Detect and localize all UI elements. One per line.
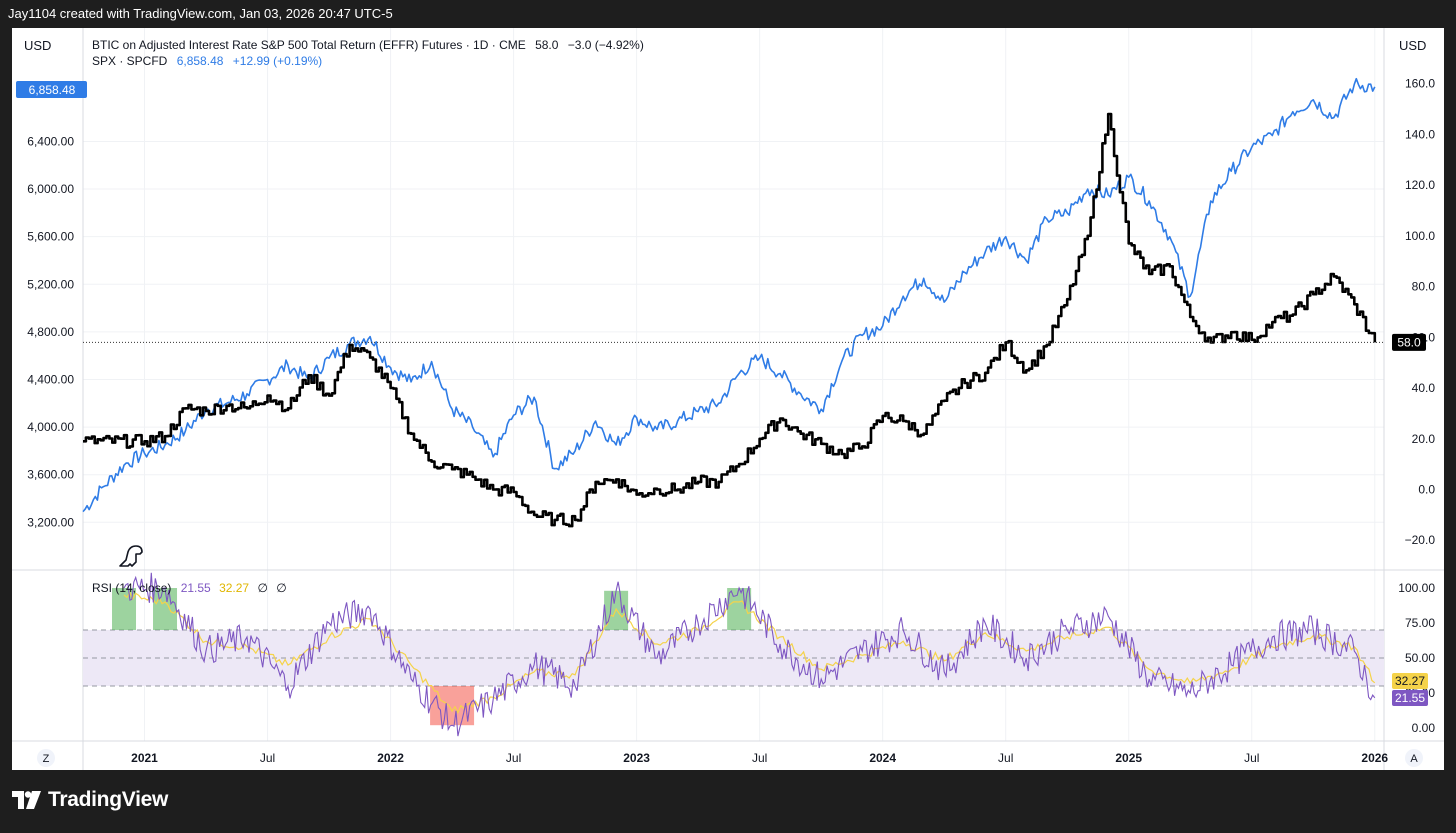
x-tick-label: 2026 [1361,751,1388,765]
right-tick-label: 100.0 [1405,229,1435,243]
x-tick-label: 2025 [1115,751,1142,765]
attribution-bar: Jay1104 created with TradingView.com, Ja… [0,0,1456,28]
rsi-overbought-fill [153,588,178,630]
x-tick-label: Jul [260,751,275,765]
rsi-tick-label: 75.00 [1405,616,1435,630]
left-tick-label: 5,200.00 [27,277,74,291]
legend-spx[interactable]: SPX · SPCFD 6,858.48 +12.99 (+0.19%) [92,54,322,68]
legend-main[interactable]: BTIC on Adjusted Interest Rate S&P 500 T… [92,38,644,52]
right-tick-label: 0.0 [1418,483,1435,497]
grid-lines [83,28,1384,741]
dino-icon[interactable] [119,545,143,567]
right-tick-label: 120.0 [1405,178,1435,192]
x-tick-label: 2021 [131,751,158,765]
rsi-overbought-fill [727,588,752,630]
legend-spx-value: 6,858.48 [177,54,224,68]
rsi-last-label: 21.55 [1395,691,1425,705]
auto-scale-time-button[interactable]: Z [37,749,55,767]
attribution-text: Jay1104 created with TradingView.com, Ja… [8,6,393,21]
right-tick-label: 40.0 [1412,381,1436,395]
tradingview-logo-icon [12,791,41,809]
x-tick-label: Jul [998,751,1013,765]
rsi-legend-sym1: ∅ [257,581,267,595]
left-tick-label: 4,000.00 [27,420,74,434]
rsi-ma-last-badge: 32.27 [1392,673,1428,689]
x-tick-label: Jul [506,751,521,765]
rsi-legend-sym2: ∅ [276,581,286,595]
legend-spx-change: +12.99 (+0.19%) [233,54,322,68]
rsi-ma-last-label: 32.27 [1395,674,1425,688]
btic-last-badge: 58.0 [1392,333,1426,351]
rsi-tick-label: 100.00 [1398,581,1435,595]
rsi-ma-line [123,591,1376,715]
rsi-legend-value: 21.55 [181,581,211,595]
btic-last-label: 58.0 [1397,335,1421,349]
x-tick-label: 2022 [377,751,404,765]
spx-line [82,77,1376,513]
left-tick-label: 5,600.00 [27,230,74,244]
btic-line [83,112,1377,528]
chart-canvas[interactable]: 2021 Jul 2022 Jul 2023 Jul 2024 Jul 2025 Jul 2026 3… [12,28,1444,770]
right-tick-label: 140.0 [1405,127,1435,141]
left-tick-label: 6,400.00 [27,134,74,148]
right-tick-label: 160.0 [1405,77,1435,91]
rsi-line [123,572,1376,737]
right-currency-label[interactable]: USD [1399,38,1426,53]
legend-main-value: 58.0 [535,38,559,52]
legend-spx-title: SPX · SPCFD [92,54,168,68]
x-tick-label: Jul [1244,751,1259,765]
rsi-tick-label: 50.00 [1405,651,1435,665]
right-tick-label: −20.0 [1405,533,1436,547]
tradingview-logo[interactable]: TradingView [12,788,168,812]
rsi-tick-label: 0.00 [1412,721,1436,735]
spx-last-badge: 6,858.48 [16,81,87,98]
left-tick-label: 6,000.00 [27,182,74,196]
left-tick-label: 4,400.00 [27,372,74,386]
x-tick-label: 2023 [623,751,650,765]
corner-left-label: Z [43,753,50,765]
left-tick-label: 3,200.00 [27,515,74,529]
rsi-legend[interactable]: RSI (14, close) 21.55 32.27 ∅ ∅ [92,581,287,595]
legend-main-title: BTIC on Adjusted Interest Rate S&P 500 T… [92,38,526,52]
chart-area[interactable]: 2021 Jul 2022 Jul 2023 Jul 2024 Jul 2025 Jul 2026 3… [12,28,1444,770]
footer: TradingView [0,770,1456,833]
x-tick-label: 2024 [869,751,896,765]
right-tick-label: 20.0 [1412,432,1436,446]
axis-labels: 2021 Jul 2022 Jul 2023 Jul 2024 Jul 2025 Jul 2026 3… [27,77,1435,765]
rsi-last-badge: 21.55 [1392,690,1428,706]
right-tick-label: 80.0 [1412,280,1436,294]
spx-last-label: 6,858.48 [29,83,76,97]
x-tick-label: Jul [752,751,767,765]
auto-scale-button[interactable]: A [1405,749,1423,767]
rsi-legend-ma: 32.27 [219,581,249,595]
left-tick-label: 4,800.00 [27,325,74,339]
rsi-legend-title: RSI (14, close) [92,581,171,595]
corner-right-label: A [1410,753,1418,765]
rsi-zone-fills [112,588,752,726]
left-tick-label: 3,600.00 [27,468,74,482]
legend-main-change: −3.0 (−4.92%) [568,38,644,52]
left-currency-label[interactable]: USD [24,38,51,53]
series-layer [82,77,1377,737]
